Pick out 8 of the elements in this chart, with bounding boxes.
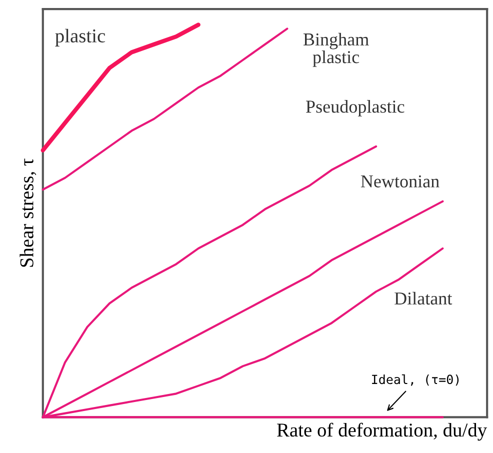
x-axis-title: Rate of deformation, du/dy <box>277 422 488 441</box>
text: Pseudoplastic <box>306 100 404 116</box>
text: Ideal, (τ=0) <box>372 374 459 386</box>
series-label: Newtonian <box>360 175 440 188</box>
series-label: Dilatant <box>394 292 452 305</box>
y-axis-title: Shear stress, τ <box>20 158 36 267</box>
series-label: Bingham plastic <box>303 32 369 67</box>
series-label: plastic <box>55 28 106 46</box>
